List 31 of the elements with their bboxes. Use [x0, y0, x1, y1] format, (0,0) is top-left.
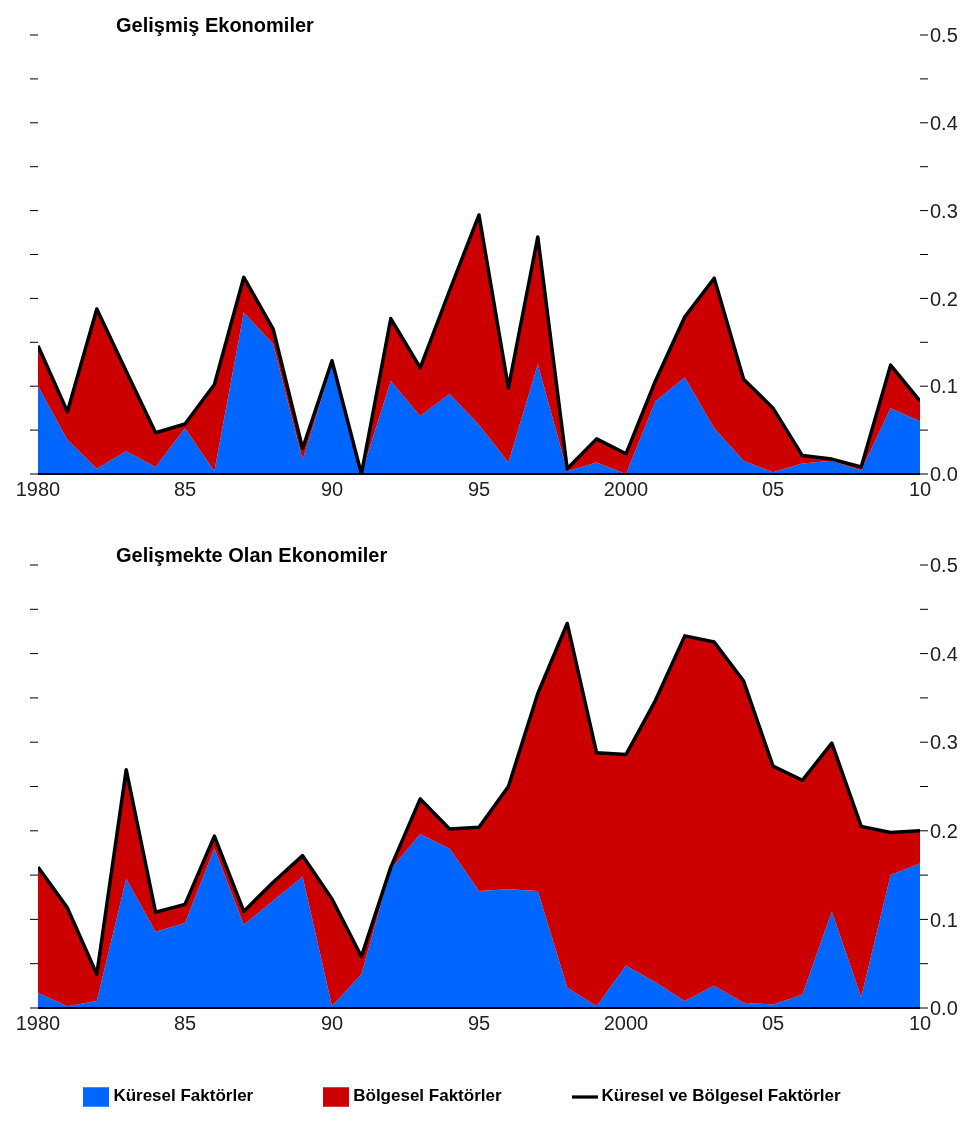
y-tick-label: 0.3: [930, 199, 958, 222]
x-tick-label: 1980: [15, 1012, 61, 1035]
x-tick-label: 10: [908, 478, 932, 501]
legend-label: Küresel Faktörler: [113, 1086, 254, 1106]
y-tick-label: 0.5: [930, 554, 958, 577]
legend-label: Bölgesel Faktörler: [353, 1086, 502, 1106]
x-tick-label: 95: [467, 478, 491, 501]
x-tick-label: 10: [908, 1012, 932, 1035]
x-tick-label: 90: [320, 1012, 344, 1035]
x-tick-label: 2000: [603, 478, 649, 501]
x-tick-label: 05: [761, 1012, 785, 1035]
y-tick-label: 0.4: [930, 111, 958, 134]
x-tick-label: 95: [467, 1012, 491, 1035]
y-tick-label: 0.5: [930, 24, 958, 47]
y-tick-label: 0.0: [930, 463, 958, 486]
y-tick-label: 0.0: [930, 997, 958, 1020]
y-tick-label: 0.2: [930, 287, 958, 310]
x-tick-label: 90: [320, 478, 344, 501]
y-tick-label: 0.4: [930, 642, 958, 665]
y-tick-label: 0.3: [930, 731, 958, 754]
y-tick-label: 0.2: [930, 819, 958, 842]
chart-title: Gelişmiş Ekonomiler: [116, 14, 314, 37]
x-tick-label: 85: [173, 1012, 197, 1035]
legend-label: Küresel ve Bölgesel Faktörler: [601, 1086, 841, 1106]
x-tick-label: 1980: [15, 478, 61, 501]
x-tick-label: 2000: [603, 1012, 649, 1035]
y-tick-label: 0.1: [930, 908, 958, 931]
x-tick-label: 05: [761, 478, 785, 501]
x-tick-label: 85: [173, 478, 197, 501]
chart-title: Gelişmekte Olan Ekonomiler: [116, 544, 388, 567]
y-tick-label: 0.1: [930, 375, 958, 398]
